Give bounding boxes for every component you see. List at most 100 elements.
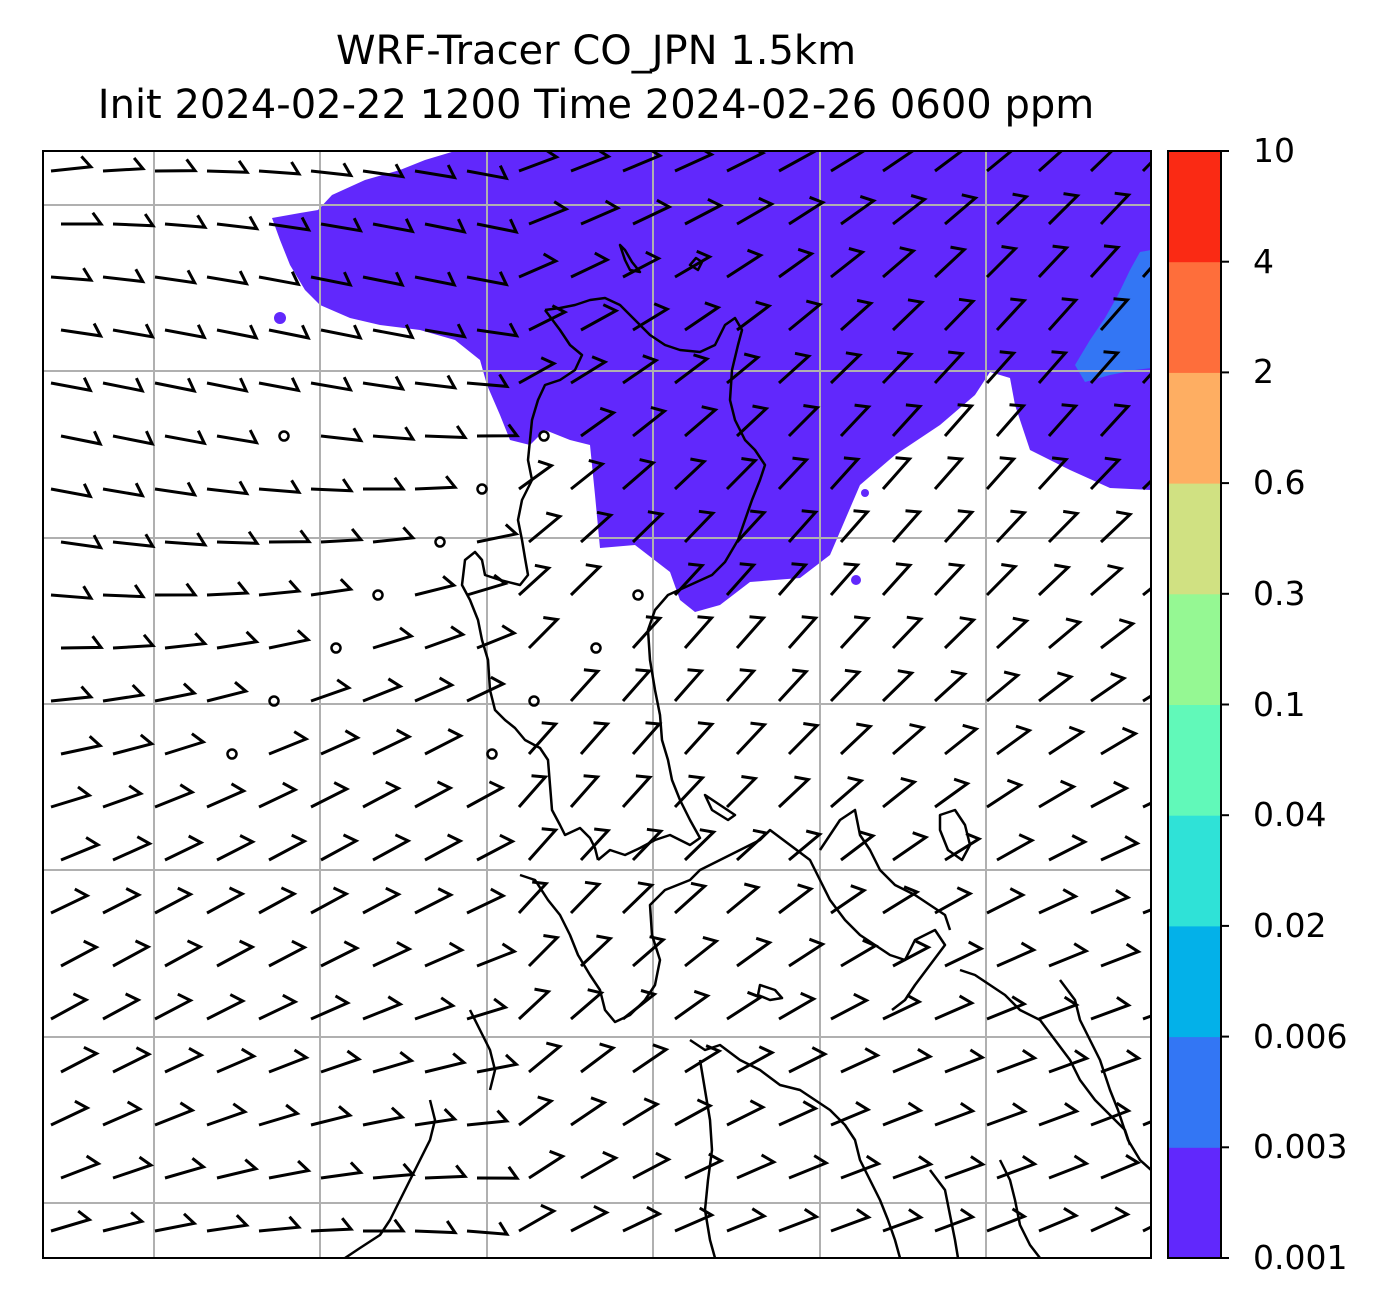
wind-barb	[840, 938, 879, 968]
wind-barb	[934, 151, 965, 173]
wind-barb	[1038, 995, 1080, 1021]
wind-barb	[424, 833, 464, 862]
wind-barb	[258, 1103, 301, 1127]
wind-barb	[631, 827, 664, 862]
wind-barb	[206, 1214, 250, 1233]
wind-barb	[372, 833, 412, 862]
wind-barb	[881, 350, 914, 385]
wind-barb	[102, 784, 144, 809]
wind-barb	[164, 632, 208, 650]
wind-barb	[725, 457, 759, 491]
wind-barb	[631, 510, 665, 544]
wind-barb	[933, 562, 966, 597]
wind-barb	[683, 828, 717, 862]
wind-calm-marker	[590, 642, 602, 654]
wind-barb	[216, 324, 259, 340]
wind-barb	[788, 195, 826, 226]
wind-barb	[622, 151, 664, 173]
wind-barb	[673, 562, 706, 597]
wind-barb	[622, 1097, 661, 1127]
colorbar-segment	[1168, 925, 1221, 1038]
wind-barb	[518, 1203, 558, 1233]
wind-barb	[362, 271, 405, 287]
wind-barb	[943, 616, 977, 650]
wind-barb	[268, 833, 308, 862]
wind-barb	[206, 270, 250, 286]
wind-barb	[830, 1208, 872, 1233]
wind-barb	[1089, 244, 1121, 279]
wind-barb	[944, 832, 983, 862]
wind-barb	[944, 193, 979, 226]
wind-barb	[372, 940, 413, 968]
wind-barb	[466, 1221, 510, 1236]
wind-barb	[1099, 403, 1132, 438]
wind-barb	[829, 562, 861, 596]
wind-barb	[735, 615, 767, 649]
wind-barb	[50, 785, 93, 809]
wind-barb	[320, 427, 364, 443]
wind-barb	[518, 1095, 555, 1127]
wind-barb	[622, 354, 660, 385]
wind-barb	[986, 778, 1024, 809]
wind-barb	[830, 776, 865, 809]
wind-barb	[518, 252, 560, 279]
wind-barb	[1100, 942, 1142, 968]
wind-barb	[362, 780, 402, 809]
wind-barb	[1037, 456, 1070, 491]
wind-barb	[933, 456, 965, 490]
wind-barb	[517, 563, 552, 597]
wind-barb	[787, 615, 819, 649]
wind-calm-marker	[476, 483, 488, 495]
wind-barb	[673, 668, 705, 702]
wind-barb	[788, 1154, 830, 1180]
wind-barb	[632, 405, 668, 438]
wind-barb	[570, 355, 609, 385]
wind-barb	[621, 774, 653, 809]
wind-barb	[206, 581, 251, 597]
wind-barb	[892, 939, 932, 968]
wind-barb	[881, 669, 915, 703]
wind-barb	[528, 304, 569, 332]
wind-barb	[61, 211, 104, 226]
wind-barb	[216, 429, 260, 445]
wind-barb	[362, 163, 406, 179]
wind-calm-marker	[226, 748, 238, 760]
wind-barb	[736, 936, 773, 968]
wind-barb	[518, 459, 555, 491]
colorbar-tick-label: 4	[1253, 241, 1274, 281]
wind-barb	[674, 353, 711, 385]
colorbar-segment	[1168, 1036, 1221, 1148]
wind-barb	[684, 935, 720, 968]
wind-barb	[50, 1209, 93, 1233]
wind-barb	[112, 533, 156, 549]
wind-barb	[320, 940, 361, 968]
tracer-speck	[851, 575, 861, 585]
wind-barb	[736, 300, 773, 332]
wind-barb	[154, 269, 198, 285]
wind-barb	[674, 989, 711, 1021]
wind-barb	[466, 271, 509, 287]
wind-barb	[1048, 942, 1090, 968]
wind-barb	[258, 479, 302, 495]
wind-barb	[362, 677, 404, 703]
wind-barb	[60, 1045, 100, 1074]
wind-barb	[933, 245, 968, 279]
wind-barb	[527, 721, 559, 755]
wind-barb	[839, 615, 872, 650]
colorbar-tick-label: 10	[1253, 131, 1295, 170]
wind-barb	[206, 480, 250, 496]
wind-barb	[466, 997, 509, 1021]
wind-barb	[517, 774, 549, 808]
wind-barb	[1100, 618, 1136, 650]
wind-barb	[112, 1046, 153, 1074]
wind-barb	[1047, 509, 1081, 544]
wind-barb	[1037, 350, 1069, 384]
wind-barb	[735, 509, 768, 544]
wind-barbs	[50, 151, 1151, 1236]
wind-barb	[414, 575, 458, 597]
wind-barb	[726, 352, 762, 385]
wind-barb	[580, 406, 617, 438]
colorbar-tick-label: 0.006	[1253, 1016, 1348, 1056]
wind-barb	[995, 403, 1027, 437]
wind-barb	[50, 992, 90, 1021]
